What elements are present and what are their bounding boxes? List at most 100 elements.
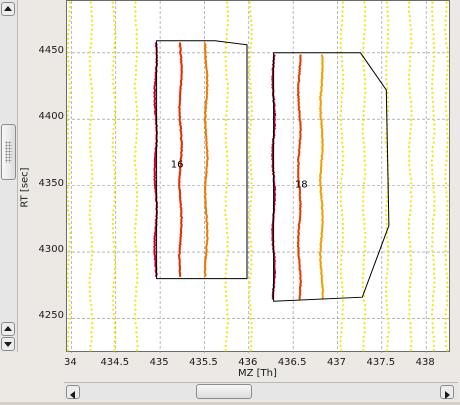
data-point [226,240,229,244]
data-point [387,331,390,334]
data-point [67,127,69,131]
data-point [113,109,116,113]
data-point [446,304,449,307]
y-tick-label: 4450 [38,44,64,56]
data-point [89,150,92,153]
vertical-scroll-thumb[interactable] [1,124,16,180]
data-point [90,78,93,81]
data-point [88,51,92,54]
data-point [386,344,389,347]
data-point [444,91,447,95]
data-point [67,290,70,293]
data-point [363,240,366,244]
data-point [225,222,228,225]
data-point [225,267,228,271]
data-point [363,155,366,158]
data-point [250,335,253,338]
data-point [363,159,366,162]
data-point [89,132,92,135]
data-point [249,155,252,158]
data-point [410,33,413,36]
data-point [91,24,94,27]
data-point [135,141,138,144]
zoom-out-arrow-icon[interactable] [1,337,15,351]
horizontal-scrollbar[interactable] [64,382,458,400]
data-point [90,109,93,113]
data-point [226,24,229,27]
data-point [445,155,448,158]
data-point [89,344,92,347]
data-point [299,54,302,57]
data-point [340,105,343,108]
data-point [250,195,253,198]
data-point [248,213,251,216]
scroll-left-icon[interactable] [66,385,80,399]
data-point [133,6,136,9]
data-point [444,37,448,40]
data-point [112,240,115,244]
data-point [410,177,413,180]
data-point [340,258,343,262]
data-point [364,6,367,9]
data-point [249,46,252,49]
data-point [445,87,448,90]
data-point [111,213,115,216]
data-point [340,136,343,140]
data-point [224,209,227,212]
data-point [342,155,345,158]
data-point [88,55,92,58]
data-point [90,33,93,36]
data-point [112,55,115,58]
data-point [362,258,365,262]
data-point [363,322,366,325]
vertical-scrollbar[interactable] [0,0,18,352]
data-point [135,37,138,40]
data-point [409,100,413,104]
scroll-up-icon[interactable] [1,2,15,16]
data-point [113,96,116,99]
data-point [135,123,138,126]
data-point [134,313,137,316]
data-point [363,150,366,153]
data-point [363,304,367,307]
data-point [363,1,366,4]
data-point [433,127,436,131]
data-point [363,168,366,171]
data-point [250,96,253,99]
horizontal-scroll-thumb[interactable] [196,384,252,399]
data-point [431,19,434,22]
data-point [226,28,229,31]
data-point [224,295,227,298]
data-point [111,6,115,9]
data-point [248,286,251,289]
data-point [90,82,93,85]
data-point [363,24,367,27]
data-point [112,132,115,135]
data-point [408,19,412,22]
plot-area[interactable]: 16 18 [66,0,451,353]
data-point [446,286,449,289]
data-point [409,209,412,212]
data-point [136,276,139,280]
data-point [90,304,93,307]
scroll-right-icon[interactable] [440,385,454,399]
data-point [113,177,116,180]
data-point [112,290,115,293]
data-point [248,150,251,153]
data-point [340,254,343,257]
data-point [446,281,449,284]
data-point [340,177,343,180]
data-point [432,254,435,257]
data-point [113,254,116,257]
data-point [69,236,72,239]
zoom-in-arrow-icon[interactable] [1,322,15,336]
data-point [387,37,390,40]
data-point [90,114,93,117]
data-point [387,254,390,257]
data-point [112,64,115,67]
data-point [248,222,251,225]
data-point [67,69,70,72]
data-point [67,28,70,31]
data-point [446,146,449,149]
